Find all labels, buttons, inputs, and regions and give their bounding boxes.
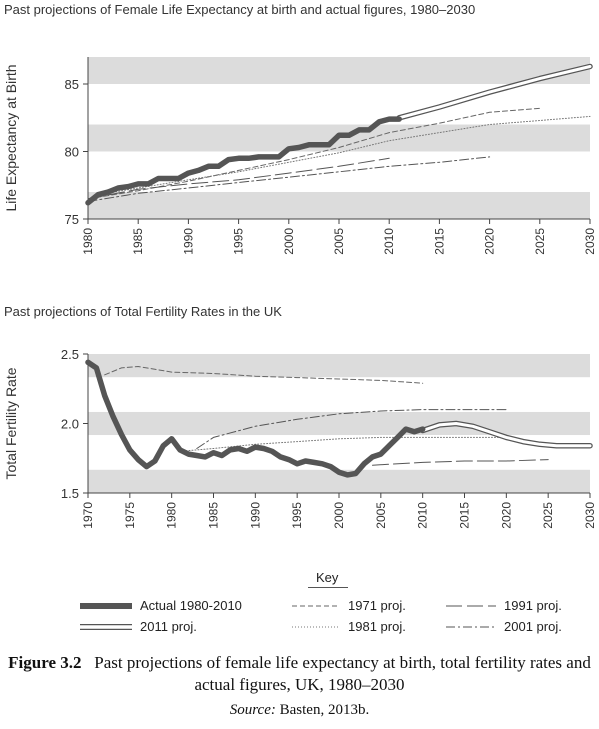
- legend-title-underline: [308, 587, 348, 588]
- x-tick-label: 1985: [207, 502, 221, 529]
- chart-title-life-expectancy: Past projections of Female Life Expectan…: [4, 2, 476, 17]
- legend-swatch-1971: [292, 605, 340, 606]
- x-tick-label: 2030: [583, 228, 597, 255]
- legend-item-2011: 2011 proj.: [80, 619, 197, 634]
- x-tick-label: 1990: [248, 502, 262, 529]
- x-tick-label: 2025: [541, 502, 555, 529]
- y-tick-label: 2.5: [61, 347, 79, 362]
- series-line-actual-1980-2010: [85, 116, 402, 206]
- y-tick-label: 80: [65, 145, 79, 160]
- x-tick-label: 2005: [374, 502, 388, 529]
- x-tick-label: 2000: [332, 502, 346, 529]
- x-tick-label: 1995: [290, 502, 304, 529]
- legend-item-1991: 1991 proj.: [446, 598, 562, 613]
- grid-band: [88, 469, 590, 493]
- series-line-2001-proj: [87, 156, 491, 202]
- legend-item-1981: 1981 proj.: [292, 619, 406, 634]
- y-tick-label: 75: [65, 212, 79, 227]
- x-tick-label: 1980: [165, 502, 179, 529]
- series-line-1991-proj: [372, 459, 549, 466]
- legend-label-1971: 1971 proj.: [348, 598, 406, 613]
- figure-caption-text: Past projections of female life expectan…: [94, 653, 591, 694]
- legend-swatch-2011: [80, 623, 132, 630]
- series-line-2001-proj: [196, 409, 507, 449]
- figure-source: Source: Basten, 2013b.: [0, 702, 599, 719]
- legend-swatch-2001: [446, 626, 496, 627]
- x-tick-label: 2010: [382, 228, 396, 255]
- legend-title: Key: [316, 570, 339, 585]
- grid-band: [88, 192, 590, 219]
- legend-label-2011: 2011 proj.: [140, 619, 197, 634]
- series-line-actual-1980-2010: [85, 359, 426, 478]
- x-tick-label: 2020: [483, 228, 497, 255]
- x-tick-label: 2000: [282, 228, 296, 255]
- legend-item-1971: 1971 proj.: [292, 598, 406, 613]
- x-tick-label: 1980: [81, 228, 95, 255]
- y-tick-label: 1.5: [61, 486, 79, 501]
- x-tick-label: 2005: [332, 228, 346, 255]
- source-text: Basten, 2013b.: [279, 702, 370, 718]
- series-line-1971-proj: [104, 366, 424, 384]
- series-line-1971-proj: [87, 107, 541, 200]
- life-expectancy-chart: 75 80 85 1980 1985 1990 1995 2000 2005 2010 2015 20…: [3, 57, 597, 255]
- x-tick-label: 1995: [232, 228, 246, 255]
- legend-swatch-actual: [80, 602, 132, 609]
- chart-title-fertility: Past projections of Total Fertility Rate…: [4, 304, 282, 319]
- legend: Key Actual 1980-2010 2011 proj. 1971 pro…: [0, 570, 599, 640]
- x-tick-label: 1970: [81, 502, 95, 529]
- figure-caption: Figure 3.2 Past projections of female li…: [0, 652, 599, 696]
- legend-label-2001: 2001 proj.: [504, 619, 562, 634]
- x-tick-label: 1985: [131, 228, 145, 255]
- series-line-1981-proj: [97, 115, 591, 196]
- legend-swatch-1981: [292, 626, 340, 627]
- x-tick-label: 2030: [583, 502, 597, 529]
- x-tick-label: 1990: [181, 228, 195, 255]
- x-tick-label: 2025: [533, 228, 547, 255]
- y-tick-label: 85: [65, 77, 79, 92]
- grid-band: [88, 354, 590, 378]
- grid-band: [88, 411, 590, 436]
- x-tick-label: 1975: [123, 502, 137, 529]
- figure-number: Figure 3.2: [8, 653, 82, 672]
- series-line-2011-proj-inner: [421, 422, 592, 448]
- x-tick-label: 2015: [432, 228, 446, 255]
- series-line-1991-proj: [87, 157, 390, 200]
- x-tick-label: 2015: [458, 502, 472, 529]
- series-line-1981-proj: [179, 436, 507, 452]
- y-axis-label: Life Expectancy at Birth: [3, 64, 19, 211]
- x-tick-label: 2010: [416, 502, 430, 529]
- fertility-chart: 1.5 2.0 2.5 1970 1975 1980 1985 1990 1995 2000 200…: [3, 347, 597, 529]
- source-label: Source:: [229, 702, 276, 718]
- legend-label-1981: 1981 proj.: [348, 619, 406, 634]
- legend-item-actual: Actual 1980-2010: [80, 598, 242, 613]
- grid-band: [88, 57, 590, 84]
- legend-swatch-1991: [446, 605, 496, 606]
- y-tick-label: 2.0: [61, 417, 79, 432]
- series-line-2011-proj-inner: [397, 65, 592, 120]
- legend-label-1991: 1991 proj.: [504, 598, 562, 613]
- x-tick-label: 2020: [499, 502, 513, 529]
- legend-label-actual: Actual 1980-2010: [140, 598, 242, 613]
- y-axis-label: Total Fertility Rate: [3, 367, 19, 479]
- legend-item-2001: 2001 proj.: [446, 619, 562, 634]
